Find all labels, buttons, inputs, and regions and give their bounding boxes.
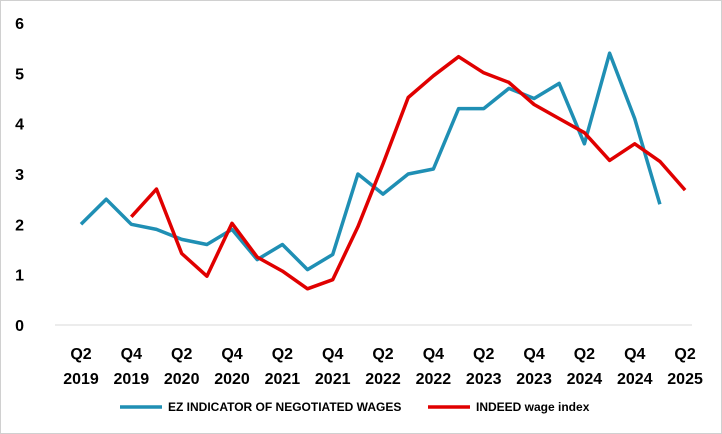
series-line-indeed-wage-index (130, 54, 687, 291)
x-tick-label-year: 2024 (617, 371, 653, 388)
x-tick-label-year: 2021 (315, 371, 351, 388)
x-tick-label-quarter: Q4 (624, 346, 645, 363)
y-tick-label: 6 (15, 16, 24, 33)
legend: EZ INDICATOR OF NEGOTIATED WAGES INDEED w… (120, 400, 590, 414)
y-tick-label: 0 (15, 318, 24, 335)
x-tick-label-year: 2025 (667, 371, 703, 388)
x-tick-label-quarter: Q2 (70, 346, 91, 363)
legend-entry-indeed-wage-index: INDEED wage index (476, 400, 590, 414)
y-axis-ticks: 0 1 2 3 4 5 6 (15, 16, 24, 335)
x-tick-label-quarter: Q2 (473, 346, 494, 363)
x-tick-label-year: 2019 (63, 371, 99, 388)
x-tick-label-quarter: Q4 (523, 346, 544, 363)
x-tick-label-quarter: Q4 (423, 346, 444, 363)
x-axis-ticks: Q2 2019 Q4 2019 Q2 2020 Q4 2020 Q2 2021 Q4 2021 Q2 20… (63, 346, 703, 388)
x-tick-label-quarter: Q4 (221, 346, 242, 363)
x-tick-label-year: 2022 (365, 371, 401, 388)
y-tick-label: 3 (15, 167, 24, 184)
series-line-ez-negotiated-wages (79, 51, 662, 272)
y-tick-label: 5 (15, 66, 24, 83)
x-tick-label-quarter: Q2 (372, 346, 393, 363)
x-tick-label-quarter: Q2 (574, 346, 595, 363)
x-tick-label-year: 2022 (416, 371, 452, 388)
x-tick-label-quarter: Q4 (121, 346, 142, 363)
x-tick-label-year: 2024 (567, 371, 603, 388)
x-tick-label-year: 2021 (265, 371, 301, 388)
x-tick-label-year: 2020 (164, 371, 200, 388)
x-tick-label-quarter: Q4 (322, 346, 343, 363)
x-tick-label-quarter: Q2 (171, 346, 192, 363)
x-tick-label-year: 2023 (466, 371, 502, 388)
x-tick-label-year: 2020 (214, 371, 250, 388)
series-lines (79, 51, 687, 291)
x-tick-label-year: 2023 (516, 371, 552, 388)
x-tick-label-quarter: Q2 (272, 346, 293, 363)
legend-entry-ez-negotiated-wages: EZ INDICATOR OF NEGOTIATED WAGES (168, 400, 401, 414)
y-tick-label: 1 (15, 268, 24, 285)
y-tick-label: 2 (15, 217, 24, 234)
y-tick-label: 4 (15, 117, 24, 134)
x-tick-label-year: 2019 (114, 371, 150, 388)
x-tick-label-quarter: Q2 (674, 346, 695, 363)
